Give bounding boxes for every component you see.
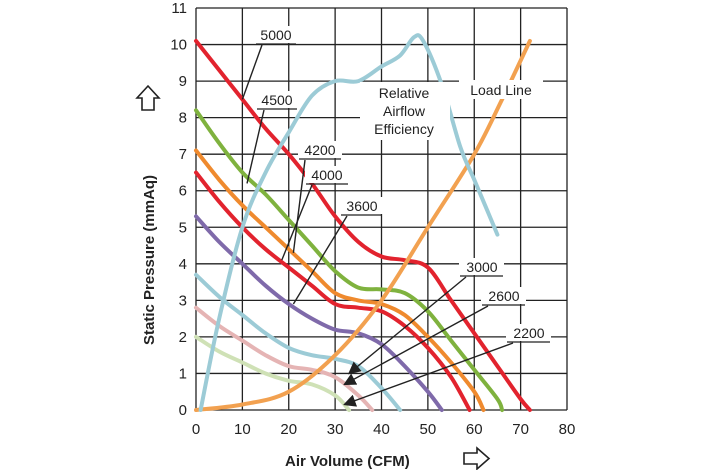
- y-tick-label: 8: [179, 110, 187, 127]
- y-tick-label: 6: [179, 183, 187, 200]
- rpm-label-text: 4500: [261, 92, 292, 108]
- rpm-label-5000: 5000: [241, 26, 297, 100]
- rpm-label-4200: 4200: [292, 141, 342, 253]
- series-line-2600: [194, 305, 375, 412]
- series-line-4500: [194, 108, 505, 412]
- rpm-label-2600: 2600: [343, 287, 526, 386]
- leader-line: [343, 342, 514, 407]
- y-tick-label: 2: [179, 329, 187, 346]
- x-axis-title: Air Volume (CFM): [285, 453, 410, 470]
- series-line-4200: [194, 148, 486, 412]
- load-line-label-text: Load Line: [470, 82, 532, 98]
- up-arrow-icon: [135, 84, 161, 111]
- series-line-3000: [194, 272, 403, 412]
- rpm-label-text: 2200: [513, 325, 544, 341]
- rpm-label-text: 3600: [346, 198, 377, 214]
- leader-line: [246, 109, 265, 184]
- load-line: [194, 38, 532, 412]
- y-tick-label: 0: [179, 402, 187, 419]
- efficiency-label: Relative Airflow Efficiency: [360, 82, 450, 140]
- leader-line: [241, 44, 263, 100]
- y-axis-title: Static Pressure (mmAq): [141, 175, 158, 345]
- efficiency-label-text: Relative Airflow Efficiency: [374, 85, 434, 137]
- series-line-3600: [194, 214, 444, 412]
- curves: [194, 33, 532, 412]
- y-tick-label: 11: [171, 0, 187, 17]
- x-tick-label: 0: [192, 421, 200, 438]
- leader-line: [281, 184, 313, 261]
- rpm-label-text: 4200: [304, 142, 335, 158]
- x-tick-label: 40: [373, 421, 390, 438]
- series-line-2200: [194, 334, 351, 412]
- y-tick-label: 9: [179, 73, 187, 90]
- x-tick-label: 50: [420, 421, 437, 438]
- rpm-label-3600: 3600: [292, 197, 383, 305]
- leader-line: [347, 276, 467, 375]
- load-line-label: Load Line: [459, 80, 543, 99]
- series-line-5000: [194, 38, 532, 412]
- y-tick-label: 7: [179, 146, 187, 163]
- leader-line: [292, 215, 348, 305]
- rpm-label-4000: 4000: [281, 166, 349, 261]
- x-tick-label: 70: [512, 421, 529, 438]
- rpm-label-text: 3000: [466, 259, 497, 275]
- efficiency-curve: [198, 33, 500, 412]
- rpm-label-text: 5000: [260, 27, 291, 43]
- leader-line: [343, 305, 489, 386]
- y-tick-label: 10: [170, 37, 187, 54]
- x-tick-label: 60: [466, 421, 483, 438]
- right-arrow-icon: [463, 446, 491, 470]
- x-tick-label: 10: [234, 421, 251, 438]
- leader-line: [292, 159, 306, 253]
- y-tick-label: 5: [179, 219, 187, 236]
- y-tick-label: 4: [179, 256, 187, 273]
- axes: Air Volume (CFM) Static Pressure (mmAq) …: [135, 0, 576, 470]
- x-tick-label: 80: [559, 421, 576, 438]
- rpm-label-2200: 2200: [343, 324, 551, 407]
- x-tick-label: 20: [280, 421, 297, 438]
- rpm-label-3000: 3000: [347, 258, 504, 375]
- y-tick-label: 1: [179, 365, 187, 382]
- rpm-label-4500: 4500: [246, 91, 298, 184]
- rpm-label-text: 2600: [488, 288, 519, 304]
- x-tick-label: 30: [327, 421, 344, 438]
- rpm-label-text: 4000: [311, 167, 342, 183]
- y-tick-label: 3: [179, 292, 187, 309]
